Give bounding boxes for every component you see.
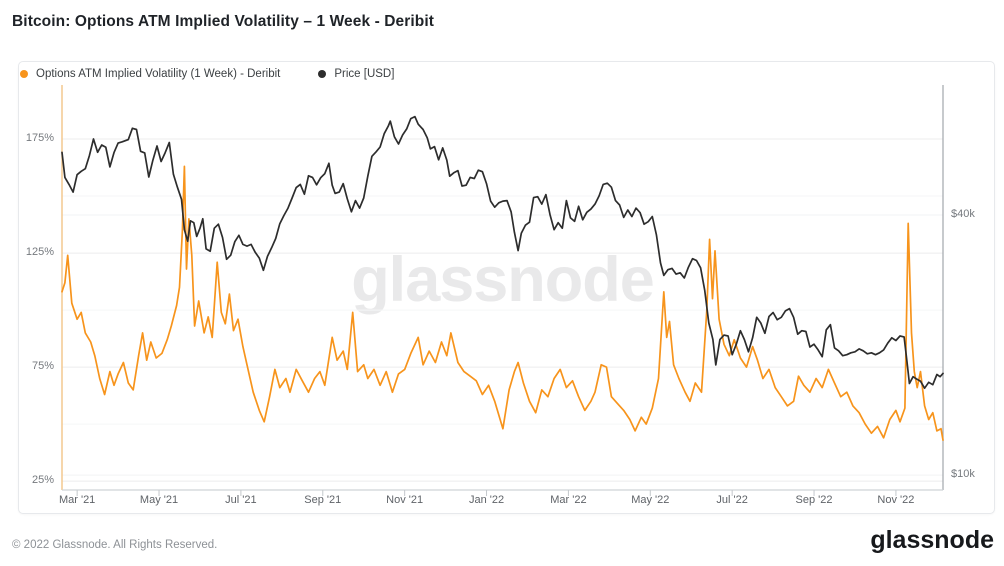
implied-volatility-line[interactable] [61, 165, 944, 441]
legend-label: Price [USD] [334, 68, 395, 80]
copyright-text: © 2022 Glassnode. All Rights Reserved. [12, 539, 218, 551]
left-axis-tick-label: 175% [25, 132, 54, 145]
x-axis-tick-label: Nov '22 [877, 494, 915, 506]
legend-dot-icon [318, 70, 327, 78]
price-line[interactable] [61, 115, 944, 390]
chart-plot-area[interactable]: glassnode 175% 125% 75% 25% $40k $10k Mar '21 M… [26, 85, 975, 506]
glassnode-logo: glassnode [870, 526, 994, 554]
left-axis-tick-label: 75% [31, 360, 54, 373]
legend-item-price[interactable]: Price [USD] [318, 68, 394, 80]
right-axis-tick-label: $10k [951, 468, 975, 481]
x-axis-tick-label: Nov '21 [386, 494, 424, 506]
left-axis-tick-label: 125% [25, 246, 54, 259]
left-axis-tick-label: 25% [31, 474, 54, 487]
x-axis-tick-label: May '21 [139, 494, 179, 506]
x-axis-tick-label: May '22 [631, 494, 670, 506]
legend-item-implied-volatility[interactable]: Options ATM Implied Volatility (1 Week) … [20, 68, 280, 80]
x-axis-tick-label: Jan '22 [468, 494, 505, 506]
legend-label: Options ATM Implied Volatility (1 Week) … [36, 68, 281, 80]
legend-dot-icon [20, 70, 28, 78]
right-axis-tick-label: $40k [951, 208, 975, 221]
x-axis-tick-label: Sep '21 [304, 494, 342, 506]
x-axis-tick-label: Jul '21 [225, 494, 257, 506]
chart-legend: Options ATM Implied Volatility (1 Week) … [20, 63, 394, 85]
x-axis-tick-label: Mar '21 [58, 494, 96, 506]
chart-panel [18, 61, 995, 514]
page-title: Bitcoin: Options ATM Implied Volatility … [12, 13, 435, 30]
chart-svg[interactable] [61, 85, 944, 497]
x-axis-tick-label: Mar '22 [550, 494, 587, 506]
x-axis-tick-label: Sep '22 [795, 494, 833, 506]
x-axis-tick-label: Jul '22 [716, 494, 748, 506]
